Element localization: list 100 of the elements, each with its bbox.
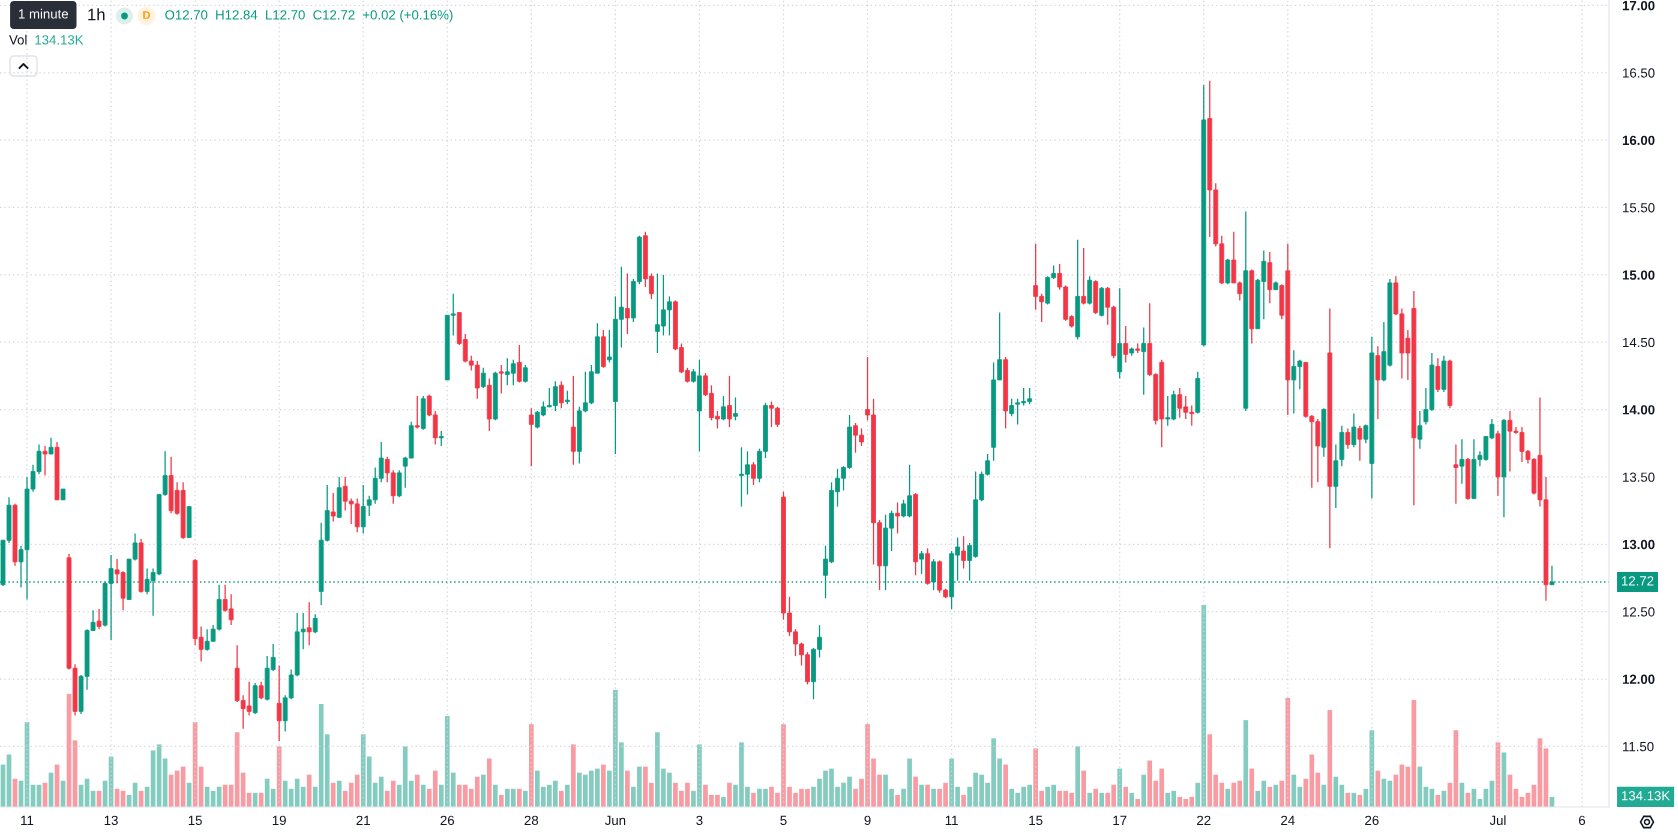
candlestick <box>895 501 900 535</box>
bar <box>1123 786 1129 807</box>
bar <box>1117 768 1123 807</box>
x-tick-label: 24 <box>1281 815 1295 825</box>
annotation: D <box>143 11 151 19</box>
candlestick <box>1357 425 1363 462</box>
x-tick-label: 6 <box>1578 815 1586 826</box>
candlestick <box>1435 357 1441 393</box>
x-tick-label: 28 <box>524 815 539 826</box>
candlestick <box>1417 410 1423 450</box>
candlestick <box>1123 325 1129 364</box>
annotation: +0.02 (+0.16%) <box>363 9 453 23</box>
x-tick-label: 19 <box>272 815 286 826</box>
candlestick <box>306 601 312 646</box>
x-tick-label: 13 <box>104 815 118 826</box>
bar <box>961 794 966 807</box>
bar <box>1351 792 1357 807</box>
x-tick-label: 15 <box>1029 815 1043 826</box>
y-tick-label: 12.50 <box>1623 607 1655 617</box>
bar <box>1243 720 1249 807</box>
annotation: H12.84 <box>216 10 258 20</box>
x-tick-label: 9 <box>864 815 871 826</box>
bar <box>1099 792 1105 807</box>
candlestick <box>558 380 564 409</box>
annotation: L12.70 <box>266 10 305 20</box>
bar <box>931 788 936 807</box>
bar <box>1093 788 1099 807</box>
bar <box>1129 792 1135 807</box>
candlestick <box>733 396 738 421</box>
x-tick-label: 26 <box>1365 815 1379 826</box>
bar <box>1249 768 1255 807</box>
y-tick-label: 16.50 <box>1623 68 1655 78</box>
bar <box>1003 764 1008 807</box>
bar <box>1345 792 1351 807</box>
bar <box>306 774 312 807</box>
candlestick <box>1345 427 1351 450</box>
bar <box>895 794 900 807</box>
candlestick <box>1351 412 1357 448</box>
candlestick <box>1459 438 1465 485</box>
annotation: C12.72 <box>313 10 355 20</box>
candlestick <box>1081 247 1087 306</box>
bar <box>1273 784 1279 807</box>
candlestick <box>414 395 420 430</box>
candlestick <box>624 272 630 335</box>
x-tick-label: Jul <box>1489 815 1506 826</box>
bar <box>625 770 630 807</box>
bar <box>1327 710 1333 807</box>
candlestick <box>96 608 102 630</box>
candlestick <box>396 469 402 498</box>
y-tick-label: 15.50 <box>1623 203 1655 213</box>
bar <box>486 758 492 807</box>
chart-title: 1h <box>88 8 105 21</box>
text: 134.13K <box>1622 791 1671 801</box>
bar <box>925 784 930 807</box>
candlestick <box>1087 275 1093 306</box>
bar <box>1135 798 1141 807</box>
bar <box>565 784 570 807</box>
bar <box>330 782 336 807</box>
x-tick-label: 11 <box>945 815 958 825</box>
candlestick <box>919 550 924 575</box>
bar <box>571 744 576 807</box>
bar <box>258 792 264 807</box>
bar <box>498 794 504 807</box>
bar <box>480 774 486 807</box>
bar <box>336 780 342 807</box>
bar <box>522 790 528 807</box>
bar <box>420 784 426 807</box>
candlestick <box>721 395 726 421</box>
candlestick <box>1453 443 1459 505</box>
y-tick-label: 15.00 <box>1622 270 1655 280</box>
bar <box>1087 792 1093 807</box>
bar <box>559 790 564 807</box>
bar <box>252 792 258 807</box>
y-tick-label: 17.00 <box>1622 0 1655 11</box>
y-tick-label: 14.00 <box>1622 405 1655 415</box>
candlestick <box>276 664 282 742</box>
y-tick-label: 14.50 <box>1623 337 1655 348</box>
annotation: O12.70 <box>165 10 208 20</box>
candlestick <box>48 437 54 455</box>
bar <box>727 782 732 807</box>
x-tick-label: 21 <box>356 815 370 825</box>
bar <box>913 776 918 807</box>
candlestick <box>330 492 336 523</box>
bar <box>751 792 756 807</box>
x-tick-label: 3 <box>696 815 703 826</box>
bar <box>528 724 534 807</box>
x-tick-label: 17 <box>1113 815 1127 825</box>
y-tick-label: 16.00 <box>1622 135 1655 146</box>
y-tick-label: 13.50 <box>1623 472 1655 482</box>
bar <box>1267 786 1273 807</box>
bar <box>1075 746 1081 807</box>
x-tick-label: Jun <box>604 815 626 826</box>
bar <box>919 784 924 807</box>
bar <box>1321 784 1327 807</box>
bar <box>276 746 282 807</box>
candlestick <box>42 445 48 477</box>
candlestick <box>528 407 534 467</box>
bar <box>1081 770 1087 807</box>
x-tick-label: 15 <box>188 815 202 826</box>
bar <box>1225 788 1231 807</box>
